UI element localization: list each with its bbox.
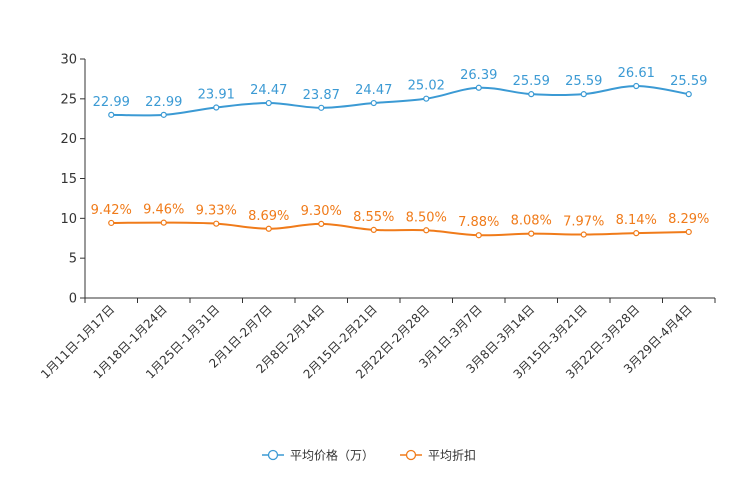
data-label: 25.02 [408,79,445,94]
legend-item-1[interactable]: 平均折扣 [400,448,476,463]
data-point[interactable] [318,104,325,111]
data-point[interactable] [370,226,377,233]
y-tick-label: 0 [69,292,77,307]
data-point[interactable] [108,219,115,227]
data-point[interactable] [475,84,482,91]
data-label: 9.42% [91,203,132,218]
data-label: 7.88% [458,215,499,230]
data-label: 24.47 [250,83,287,98]
data-point[interactable] [160,219,167,226]
legend-marker-icon [405,449,417,461]
data-label: 25.59 [565,74,602,89]
y-tick-label: 30 [60,53,77,68]
series-layer: 22.99 22.99 23.91 24.47 23.87 24.47 25.02 26.39… [91,66,709,239]
legend-label: 平均折扣 [428,448,476,463]
data-point[interactable] [528,230,535,237]
data-point[interactable] [685,91,692,98]
data-point[interactable] [108,111,115,118]
data-point[interactable] [423,227,430,234]
data-point[interactable] [213,220,220,227]
data-label: 23.87 [303,88,340,103]
data-label: 8.14% [616,213,657,228]
data-label: 9.46% [143,203,184,218]
data-label: 25.59 [670,74,707,89]
legend-marker-icon [267,449,279,461]
data-point[interactable] [423,95,430,102]
data-point[interactable] [685,228,692,236]
data-point[interactable] [370,99,377,107]
data-point[interactable] [633,82,640,90]
data-point[interactable] [580,91,587,98]
data-point[interactable] [213,104,220,111]
data-point[interactable] [265,99,272,107]
data-point[interactable] [265,225,272,232]
series-0: 22.99 22.99 23.91 24.47 23.87 24.47 25.02 26.39… [93,66,707,118]
series-line [111,85,689,117]
data-label: 9.30% [301,204,342,219]
data-point[interactable] [318,220,325,228]
data-label: 24.47 [355,83,392,98]
data-point[interactable] [580,231,587,238]
y-tick-label: 10 [60,212,77,227]
data-label: 26.61 [618,66,655,81]
data-point[interactable] [528,91,535,98]
data-label: 8.69% [248,209,289,224]
legend-item-0[interactable]: 平均价格（万） [262,448,374,463]
data-label: 7.97% [563,215,604,230]
data-point[interactable] [633,230,640,237]
series-1: 9.42% 9.46% 9.33% 8.69% 9.30% 8.55% 8.50% 7.88%… [91,203,709,239]
legend: 平均价格（万） 平均折扣 [262,448,476,463]
data-label: 8.29% [668,212,709,227]
y-tick-label: 20 [60,132,77,147]
legend-label: 平均价格（万） [290,448,374,463]
data-label: 8.08% [511,214,552,229]
data-label: 8.50% [406,210,447,225]
data-label: 23.91 [198,88,235,103]
y-tick-label: 25 [60,92,77,107]
data-label: 22.99 [93,95,130,110]
data-label: 8.55% [353,210,394,225]
data-label: 9.33% [196,204,237,219]
y-tick-label: 15 [60,172,77,187]
y-tick-label: 5 [69,252,77,267]
data-label: 22.99 [145,95,182,110]
data-point[interactable] [475,232,482,239]
data-label: 26.39 [460,68,497,83]
data-label: 25.59 [513,74,550,89]
data-point[interactable] [160,111,167,118]
series-line [111,221,689,237]
